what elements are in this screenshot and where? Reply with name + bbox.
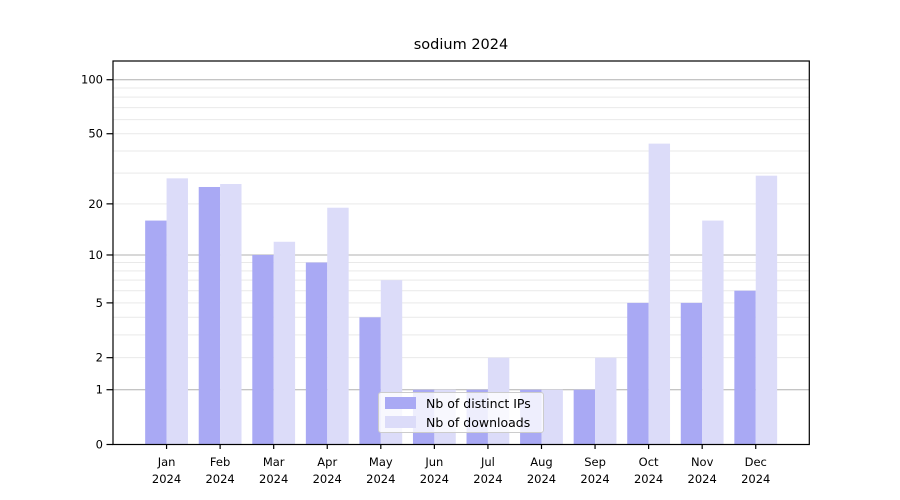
x-tick-label-month: Dec (745, 455, 767, 469)
x-tick-label-year: 2024 (688, 472, 717, 486)
x-tick-label-year: 2024 (580, 472, 609, 486)
legend-label-downloads: Nb of downloads (426, 414, 531, 430)
x-tick-label-month: Jul (480, 455, 495, 469)
bar-distinct-ips-mar (252, 254, 274, 445)
x-tick-label-year: 2024 (152, 472, 181, 486)
x-tick-label-year: 2024 (634, 472, 663, 486)
y-tick-label: 2 (96, 351, 103, 365)
bar-downloads-mar (273, 241, 296, 445)
x-tick-label-month: Jan (157, 455, 176, 469)
bar-downloads-jan (166, 178, 188, 445)
x-tick-label-year: 2024 (366, 472, 395, 486)
bar-distinct-ips-nov (680, 302, 703, 445)
x-tick-label-year: 2024 (420, 472, 449, 486)
x-tick-label-month: Jun (424, 455, 443, 469)
legend: Nb of distinct IPs Nb of downloads (378, 392, 544, 433)
bar-distinct-ips-dec (734, 290, 756, 445)
x-tick-label-month: Oct (639, 455, 659, 469)
bar-downloads-nov (702, 220, 724, 445)
x-tick-label-month: Aug (530, 455, 552, 469)
chart-title: sodium 2024 (413, 37, 509, 53)
x-tick-label-month: Mar (263, 455, 285, 469)
x-tick-label-year: 2024 (259, 472, 288, 486)
bar-downloads-dec (755, 175, 778, 445)
y-tick-label: 5 (96, 296, 103, 310)
legend-swatch-distinct-ips (385, 397, 416, 409)
x-tick-label-month: Feb (210, 455, 230, 469)
bar-downloads-feb (220, 184, 242, 445)
x-tick-label-month: May (369, 455, 393, 469)
legend-swatch-downloads (385, 416, 416, 428)
bar-downloads-oct (648, 143, 671, 445)
x-tick-label-year: 2024 (313, 472, 342, 486)
bar-downloads-apr (327, 207, 349, 445)
y-tick-label: 10 (88, 248, 103, 262)
bar-distinct-ips-may (359, 317, 381, 445)
x-tick-label-month: Apr (317, 455, 337, 469)
y-tick-label: 0 (96, 438, 103, 452)
bar-distinct-ips-sep (573, 389, 596, 445)
plot-border (112, 60, 810, 446)
x-tick-label-month: Sep (584, 455, 606, 469)
x-tick-label-month: Nov (691, 455, 714, 469)
legend-item-downloads: Nb of downloads (385, 415, 537, 430)
bar-distinct-ips-feb (198, 186, 221, 445)
bar-downloads-aug (541, 389, 563, 445)
x-tick-label-year: 2024 (741, 472, 770, 486)
bar-distinct-ips-oct (627, 302, 649, 445)
x-tick-label-year: 2024 (473, 472, 502, 486)
y-tick-label: 50 (88, 127, 103, 141)
x-tick-label-year: 2024 (205, 472, 234, 486)
bar-distinct-ips-jan (145, 220, 167, 445)
bar-downloads-sep (595, 357, 617, 445)
y-tick-label: 100 (81, 73, 103, 87)
y-tick-label: 1 (96, 383, 103, 397)
legend-label-distinct-ips: Nb of distinct IPs (426, 395, 531, 411)
y-tick-label: 20 (88, 197, 103, 211)
x-tick-label-year: 2024 (527, 472, 556, 486)
bar-distinct-ips-apr (305, 262, 328, 445)
legend-item-distinct-ips: Nb of distinct IPs (385, 396, 537, 411)
